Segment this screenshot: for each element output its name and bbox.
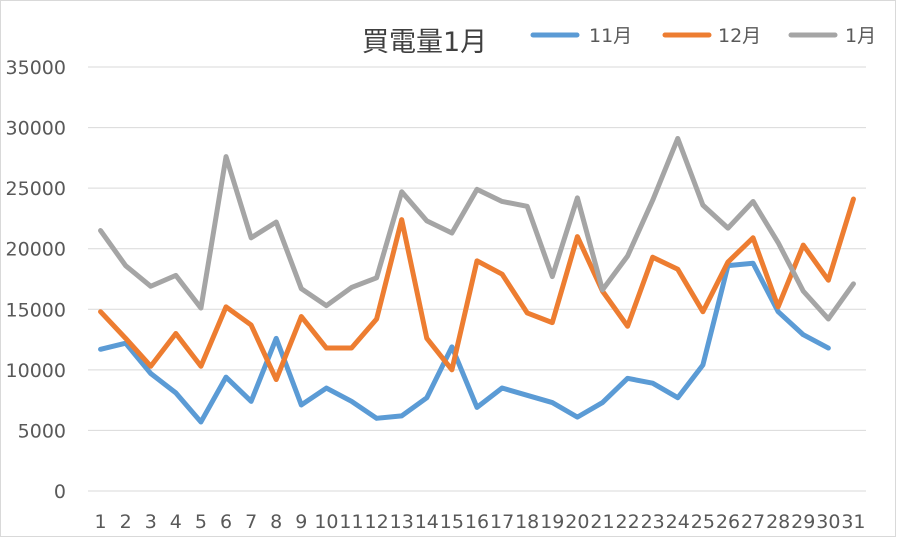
x-axis-tick-labels: 1 2 3 4 5 6 7 8 9 10 11 12 13 14 15 16 17 18 19 20 21 22 23 24 2… <box>95 511 866 533</box>
x-tick-label: 8 <box>270 511 282 533</box>
x-tick-label: 21 <box>590 511 614 533</box>
x-tick-label: 12 <box>365 511 389 533</box>
series-line-1 <box>98 260 831 425</box>
y-tick-label: 0 <box>54 481 66 503</box>
x-tick-label: 18 <box>515 511 539 533</box>
series-1 <box>98 260 831 425</box>
x-tick-label: 6 <box>220 511 232 533</box>
x-tick-label: 3 <box>145 511 157 533</box>
series-lines <box>98 135 856 425</box>
x-tick-label: 20 <box>565 511 589 533</box>
y-tick-label: 15000 <box>6 299 66 321</box>
x-tick-label: 13 <box>390 511 414 533</box>
y-tick-label: 10000 <box>6 360 66 382</box>
x-tick-label: 25 <box>691 511 715 533</box>
y-tick-label: 20000 <box>6 239 66 261</box>
x-tick-label: 30 <box>816 511 840 533</box>
y-axis-tick-labels: 0 5000 10000 15000 20000 25000 30000 35000 <box>6 57 66 503</box>
x-tick-label: 9 <box>295 511 307 533</box>
x-tick-label: 1 <box>95 511 107 533</box>
x-tick-label: 27 <box>741 511 765 533</box>
legend-item-3: 1月 <box>788 25 876 47</box>
x-tick-label: 22 <box>615 511 639 533</box>
x-tick-label: 17 <box>490 511 514 533</box>
y-tick-label: 35000 <box>6 57 66 79</box>
x-tick-label: 28 <box>766 511 790 533</box>
x-tick-label: 11 <box>339 511 363 533</box>
x-tick-label: 5 <box>195 511 207 533</box>
x-tick-label: 29 <box>791 511 815 533</box>
legend-label: 12月 <box>718 25 761 47</box>
y-tick-label: 5000 <box>18 420 66 442</box>
y-tick-label: 25000 <box>6 178 66 200</box>
x-tick-label: 2 <box>120 511 132 533</box>
legend-label: 11月 <box>589 25 632 47</box>
gridlines <box>88 66 866 492</box>
x-tick-label: 16 <box>465 511 489 533</box>
x-tick-label: 10 <box>314 511 338 533</box>
x-tick-label: 14 <box>415 511 439 533</box>
legend-item-1: 11月 <box>530 25 632 47</box>
x-tick-label: 23 <box>641 511 665 533</box>
legend-label: 1月 <box>845 25 876 47</box>
x-tick-label: 15 <box>440 511 464 533</box>
y-tick-label: 30000 <box>6 118 66 140</box>
x-tick-label: 26 <box>716 511 740 533</box>
x-tick-label: 4 <box>170 511 182 533</box>
series-3 <box>98 135 856 322</box>
legend: 11月 12月 1月 <box>530 25 876 47</box>
x-tick-label: 24 <box>666 511 690 533</box>
x-tick-label: 31 <box>841 511 865 533</box>
x-tick-label: 7 <box>245 511 257 533</box>
chart-title: 買電量1月 <box>362 27 487 58</box>
x-tick-label: 19 <box>540 511 564 533</box>
series-line-3 <box>98 135 856 322</box>
legend-item-2: 12月 <box>662 25 761 47</box>
